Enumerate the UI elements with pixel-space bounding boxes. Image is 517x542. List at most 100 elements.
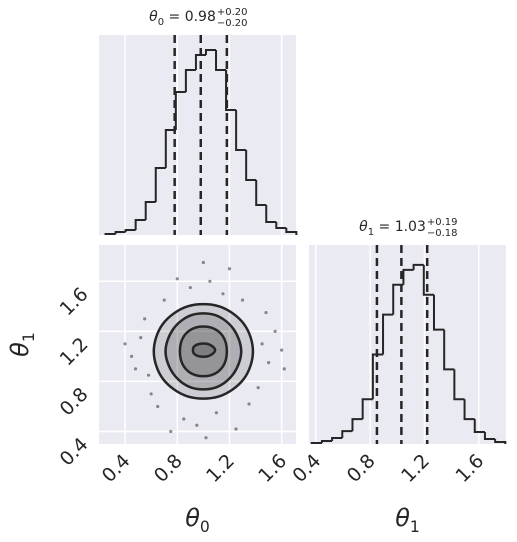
hist-step [204, 49, 217, 55]
sample-point [260, 342, 264, 346]
sample-point [267, 361, 271, 365]
sample-point [188, 285, 192, 290]
panel-title: θ1 = 1.03 [359, 219, 426, 238]
sample-point [282, 367, 286, 371]
sample-point [162, 298, 166, 302]
sample-point [204, 436, 208, 440]
upper-error: +0.19 [427, 217, 458, 228]
x-tick-label: 1.2 [202, 450, 239, 487]
hist-step [331, 437, 343, 442]
hist-step [473, 419, 485, 434]
symbol: θ [6, 342, 34, 357]
sample-point [123, 342, 127, 346]
hist-step [351, 418, 363, 432]
hist-step [164, 129, 176, 168]
x-tick-label: 0.8 [150, 450, 187, 487]
hist-step [483, 432, 496, 441]
y-tick-label: 1.2 [56, 333, 93, 370]
x-tick-label: 0.4 [98, 450, 135, 487]
sample-point [221, 292, 225, 296]
hist-step [124, 229, 136, 232]
axis-label: θ0 [185, 504, 210, 536]
sample-point [130, 354, 134, 358]
hist-step [371, 353, 384, 400]
hist-step [285, 228, 298, 235]
sample-point [149, 392, 153, 396]
subscript: 1 [368, 227, 374, 238]
hist-step [402, 268, 414, 285]
hist-step [134, 219, 146, 230]
hist-step [144, 201, 156, 220]
symbol: θ [359, 219, 368, 235]
hist-step [453, 369, 465, 401]
contour [178, 325, 229, 378]
plot-background [99, 35, 296, 235]
y-tick-label: 0.8 [56, 383, 93, 420]
symbol: θ [149, 9, 158, 25]
hist-step [265, 205, 277, 223]
symbol: θ [395, 504, 410, 532]
hist-step [194, 54, 206, 70]
hist-step [310, 442, 322, 445]
subscript: 0 [200, 518, 210, 536]
sample-point [214, 411, 219, 415]
sample-point [227, 267, 232, 271]
y-tick-label: 1.6 [56, 283, 93, 320]
plot-background [309, 245, 506, 444]
x-tick-label: 1.6 [451, 450, 488, 487]
sample-point [273, 329, 277, 333]
hist-step [235, 110, 247, 151]
panel-title: θ0 = 0.98 [149, 9, 216, 28]
title-main: = 1.03 [374, 219, 426, 235]
symbol: θ [185, 504, 200, 532]
sample-point [182, 417, 186, 421]
contour [152, 302, 255, 400]
hist-step [392, 283, 404, 315]
hist-step [494, 439, 507, 444]
hist-step [382, 313, 394, 355]
x-tick-label: 0.4 [288, 450, 325, 487]
sample-point [133, 367, 138, 371]
upper-error: +0.20 [217, 7, 248, 18]
sample-point [247, 402, 251, 406]
hist-step [320, 440, 333, 444]
sample-point [208, 279, 212, 283]
hist-step [104, 233, 116, 235]
sample-point [146, 373, 151, 377]
hist-step [275, 222, 287, 229]
sample-point [143, 317, 147, 321]
hist-step [422, 264, 434, 296]
hist-step [245, 150, 257, 181]
hist-step [154, 167, 166, 202]
hist-step [361, 398, 373, 420]
sample-point [264, 310, 268, 315]
contour [191, 342, 217, 358]
hist-step [341, 430, 353, 439]
sample-point [240, 298, 245, 302]
y-tick-label: 0.4 [56, 433, 93, 470]
hist-step [463, 399, 475, 421]
hist-step [255, 180, 267, 206]
sample-point [280, 348, 284, 352]
lower-error: −0.20 [217, 18, 248, 29]
contour [164, 312, 243, 391]
lower-error: −0.18 [427, 228, 458, 239]
hist-step [412, 263, 424, 270]
sample-point [195, 423, 199, 427]
hist-step [215, 50, 227, 71]
sample-point [169, 429, 173, 434]
hist-step [184, 69, 196, 92]
sample-point [175, 277, 179, 281]
sample-point [156, 404, 160, 409]
axis-label: θ1 [6, 332, 38, 357]
x-tick-label: 0.8 [343, 450, 380, 487]
hist-step [443, 329, 455, 371]
subscript: 0 [158, 17, 164, 28]
sample-point [256, 386, 260, 390]
sample-point [201, 260, 205, 265]
hist-step [225, 70, 237, 111]
subscript: 1 [410, 518, 420, 536]
x-tick-label: 1.2 [397, 450, 434, 487]
x-tick-label: 1.6 [254, 450, 291, 487]
hist-step [114, 231, 126, 234]
